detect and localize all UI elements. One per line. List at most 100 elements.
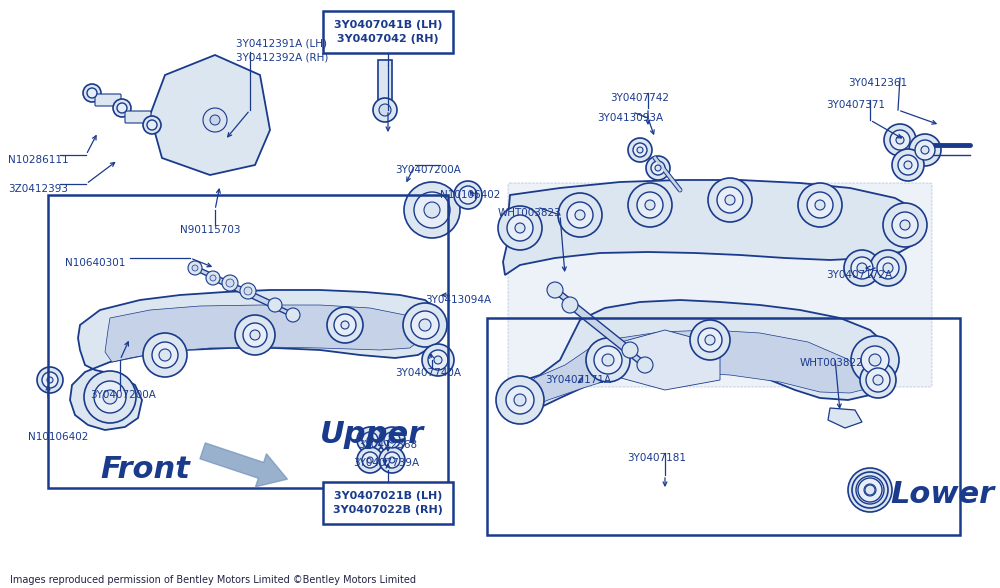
Circle shape	[379, 104, 391, 116]
Circle shape	[884, 124, 916, 156]
Circle shape	[869, 354, 881, 366]
Circle shape	[373, 98, 397, 122]
Circle shape	[567, 202, 593, 228]
Circle shape	[904, 161, 912, 169]
Text: Front: Front	[100, 455, 190, 484]
Text: WHT003822: WHT003822	[800, 358, 864, 368]
Circle shape	[286, 308, 300, 322]
Text: N10106402: N10106402	[440, 190, 500, 200]
Text: 3Y0412392A (RH): 3Y0412392A (RH)	[236, 52, 328, 62]
Circle shape	[870, 250, 906, 286]
Polygon shape	[610, 330, 720, 390]
Circle shape	[883, 203, 927, 247]
Polygon shape	[518, 330, 870, 408]
Text: 3Y0412391A (LH): 3Y0412391A (LH)	[236, 38, 327, 48]
Circle shape	[637, 147, 643, 153]
Circle shape	[250, 330, 260, 340]
Circle shape	[705, 335, 715, 345]
Circle shape	[873, 375, 883, 385]
Circle shape	[848, 468, 892, 512]
Circle shape	[602, 354, 614, 366]
Circle shape	[860, 362, 896, 398]
Circle shape	[143, 116, 161, 134]
Circle shape	[459, 186, 477, 204]
Text: 3Y0407181: 3Y0407181	[627, 453, 686, 463]
Circle shape	[341, 321, 349, 329]
Circle shape	[622, 342, 638, 358]
Circle shape	[206, 271, 220, 285]
Text: 3Y0412361: 3Y0412361	[848, 78, 907, 88]
Circle shape	[900, 220, 910, 230]
Text: 3Y0407371: 3Y0407371	[826, 100, 885, 110]
FancyBboxPatch shape	[95, 94, 121, 106]
Circle shape	[384, 452, 400, 468]
Circle shape	[424, 202, 440, 218]
Polygon shape	[70, 290, 442, 430]
Circle shape	[357, 447, 383, 473]
Polygon shape	[378, 60, 392, 105]
Circle shape	[403, 303, 447, 347]
Circle shape	[496, 376, 544, 424]
Circle shape	[633, 143, 647, 157]
Circle shape	[717, 187, 743, 213]
Circle shape	[357, 427, 383, 453]
Text: 3Z0412393: 3Z0412393	[8, 184, 68, 194]
Circle shape	[628, 138, 652, 162]
Circle shape	[87, 88, 97, 98]
Circle shape	[210, 275, 216, 281]
Circle shape	[42, 372, 58, 388]
Text: 3Y0407021B (LH)
3Y0407022B (RH): 3Y0407021B (LH) 3Y0407022B (RH)	[333, 491, 443, 515]
Text: 3Y0413094A: 3Y0413094A	[425, 295, 491, 305]
Circle shape	[367, 437, 373, 443]
Circle shape	[188, 261, 202, 275]
Text: WHT003823: WHT003823	[498, 208, 562, 218]
Circle shape	[434, 356, 442, 364]
Text: N10106402: N10106402	[28, 432, 88, 442]
Circle shape	[203, 108, 227, 132]
Text: 3Y0407041B (LH)
3Y0407042 (RH): 3Y0407041B (LH) 3Y0407042 (RH)	[334, 20, 442, 44]
Circle shape	[628, 183, 672, 227]
Circle shape	[866, 368, 890, 392]
Circle shape	[921, 146, 929, 154]
Text: Lower: Lower	[890, 480, 994, 509]
Circle shape	[864, 484, 876, 496]
Circle shape	[909, 134, 941, 166]
Circle shape	[515, 223, 525, 233]
Circle shape	[143, 333, 187, 377]
Text: 3Y0407200A: 3Y0407200A	[90, 390, 156, 400]
Circle shape	[877, 257, 899, 279]
Circle shape	[103, 390, 117, 404]
Polygon shape	[105, 305, 422, 362]
Circle shape	[858, 478, 882, 502]
Circle shape	[243, 323, 267, 347]
Circle shape	[558, 193, 602, 237]
Circle shape	[507, 215, 533, 241]
Text: N10286111: N10286111	[8, 155, 69, 165]
Circle shape	[645, 200, 655, 210]
Circle shape	[113, 99, 131, 117]
Circle shape	[637, 192, 663, 218]
Circle shape	[379, 447, 405, 473]
Circle shape	[898, 155, 918, 175]
Circle shape	[807, 192, 833, 218]
FancyBboxPatch shape	[508, 183, 932, 387]
Circle shape	[411, 311, 439, 339]
Circle shape	[244, 287, 252, 295]
FancyArrowPatch shape	[200, 443, 287, 487]
Circle shape	[915, 140, 935, 160]
FancyBboxPatch shape	[125, 111, 151, 123]
Circle shape	[890, 130, 910, 150]
Circle shape	[428, 350, 448, 370]
Polygon shape	[503, 180, 925, 275]
Circle shape	[892, 149, 924, 181]
Polygon shape	[828, 408, 862, 428]
Text: 3Y0407739A: 3Y0407739A	[353, 458, 419, 468]
Circle shape	[84, 371, 136, 423]
Circle shape	[226, 279, 234, 287]
Circle shape	[586, 338, 630, 382]
Circle shape	[498, 206, 542, 250]
Circle shape	[384, 432, 400, 448]
Circle shape	[698, 328, 722, 352]
Circle shape	[844, 250, 880, 286]
Circle shape	[594, 346, 622, 374]
